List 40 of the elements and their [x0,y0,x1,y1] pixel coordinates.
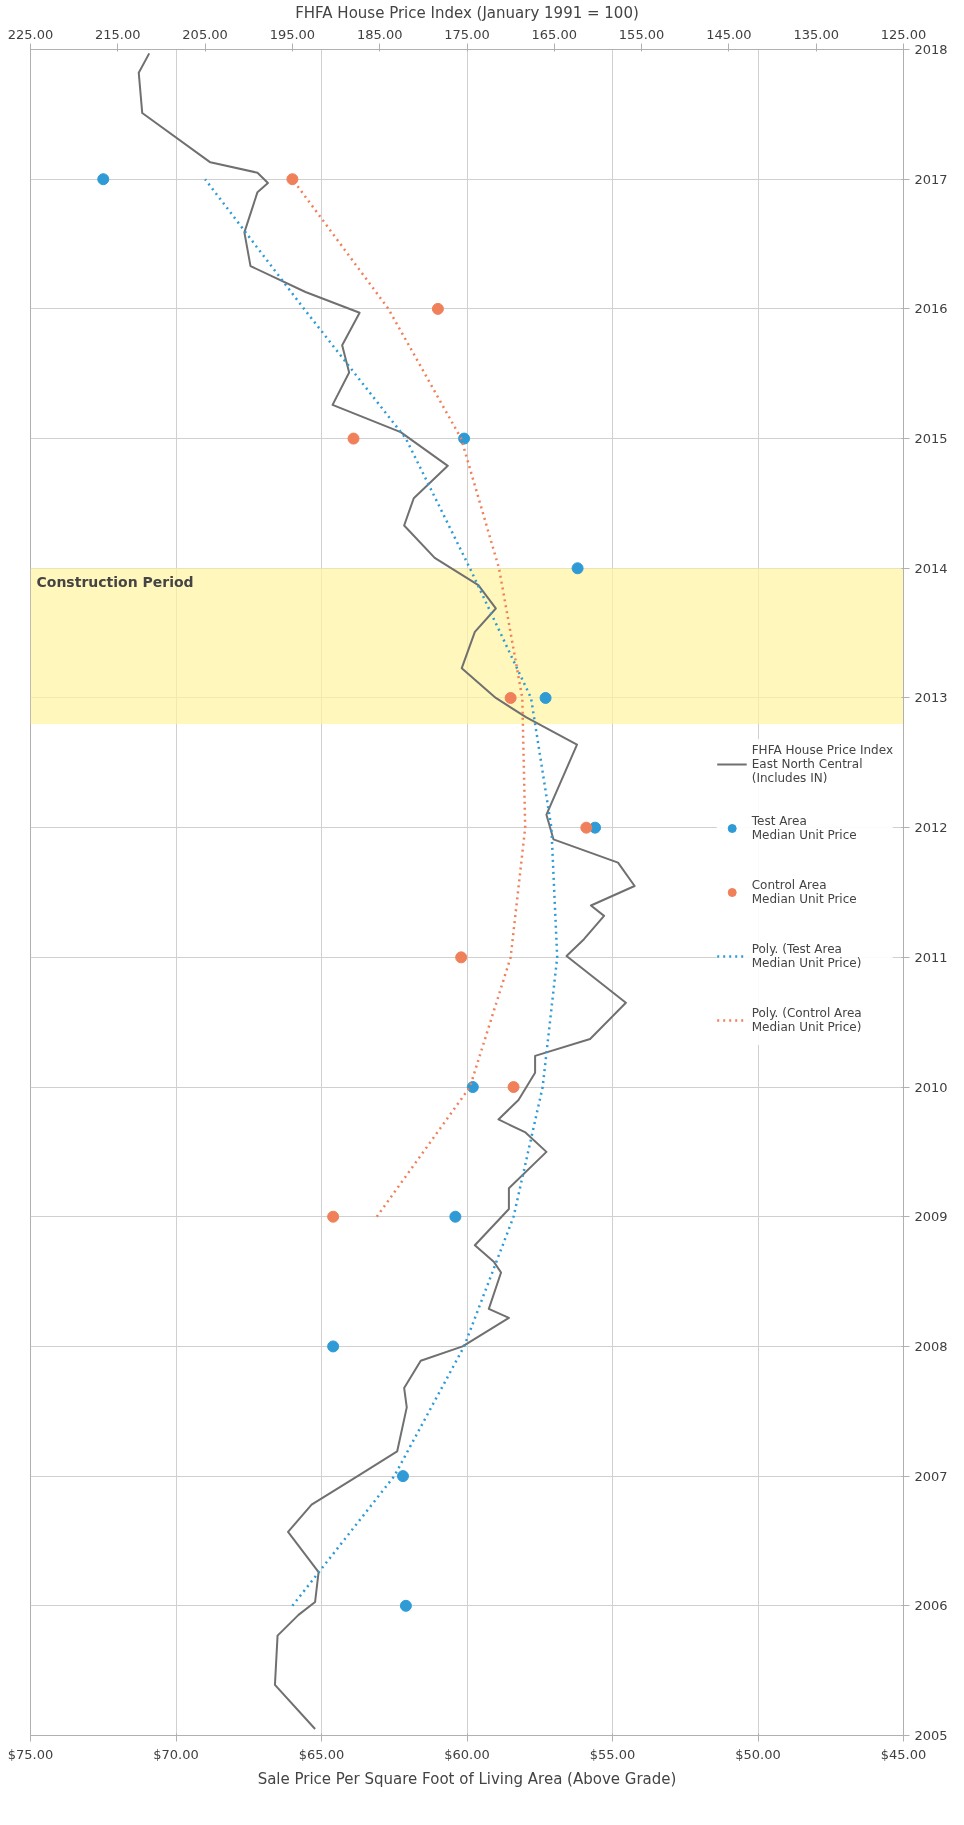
x2-tick-label: 205.00 [182,26,228,42]
y-tick-label: 2006 [914,1598,948,1614]
y-tick-label: 2007 [914,1468,948,1484]
y-tick-label: 2017 [914,171,948,187]
x2-tick-label: 225.00 [7,26,54,42]
legend-label: FHFA House Price Index East North Central (Includes IN) [751,742,893,787]
y-tick-label: 2012 [914,820,948,836]
y-tick-label: 2008 [914,1338,948,1354]
x-tick-label: $50.00 [735,1746,781,1762]
y-tick-label: 2018 [914,42,948,57]
x2-tick-label: 145.00 [706,26,752,42]
legend-label: Poly. (Control Area Median Unit Price) [751,1005,862,1036]
legend-label: Test Area Median Unit Price [751,813,857,844]
y-tick-label: 2010 [914,1079,948,1095]
x2-tick-label: 155.00 [618,26,665,42]
x2-tick-label: 185.00 [356,26,403,42]
y-tick-label: 2015 [914,431,948,447]
x-tick-label: $60.00 [444,1746,490,1762]
x-tick-label: $65.00 [298,1746,345,1762]
y-tick-label: 2009 [914,1209,948,1225]
y-tick-label: 2014 [914,560,948,576]
x2-tick-label: 175.00 [444,26,490,42]
y-tick-label: 2016 [914,301,948,317]
x-tick-label: $45.00 [880,1746,927,1762]
x2-tick-label: 215.00 [95,26,141,42]
legend-label: Control Area Median Unit Price [751,877,857,908]
x-tick-label: $75.00 [7,1746,54,1762]
x-tick-label: $55.00 [589,1746,636,1762]
x-tick-label: $70.00 [153,1746,199,1762]
y-tick-label: 2013 [914,690,948,706]
band-label: Construction Period [36,574,194,591]
y-tick-label: 2011 [914,949,948,965]
x2-tick-label: 135.00 [793,26,839,42]
y-tick-label: 2005 [914,1728,948,1743]
x2-axis-title: FHFA House Price Index (January 1991 = 100) [295,3,639,22]
x-axis-title: Sale Price Per Square Foot of Living Area (Above Grade) [257,1769,677,1788]
x2-tick-label: 195.00 [269,26,316,42]
x2-tick-label: 125.00 [880,26,927,42]
x2-tick-label: 165.00 [531,26,578,42]
legend-label: Poly. (Test Area Median Unit Price) [751,941,862,972]
